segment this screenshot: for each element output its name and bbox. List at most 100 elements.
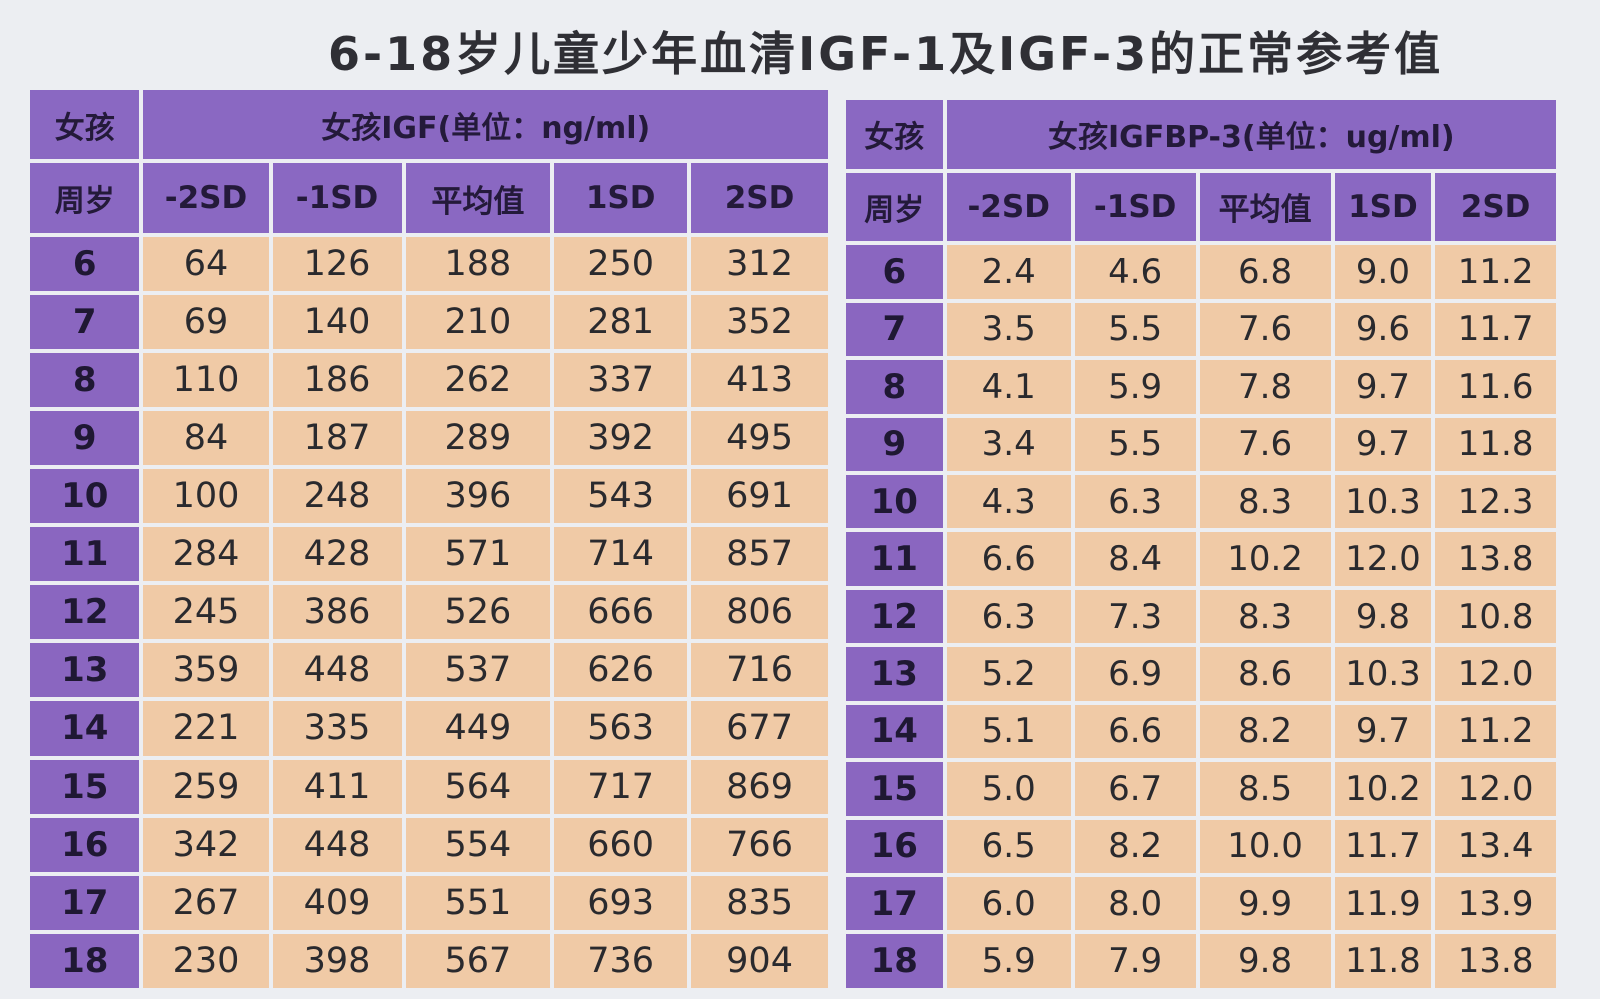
igfbp3-group-header: 女孩IGFBP-3(单位：ug/ml) [946, 100, 1556, 169]
column-header: 1SD [1334, 172, 1432, 242]
value-cell: 526 [405, 585, 551, 640]
value-cell: 210 [405, 294, 551, 349]
value-cell: 9.9 [1199, 877, 1331, 931]
value-cell: 11.8 [1435, 417, 1556, 471]
value-cell: 6.6 [1074, 704, 1196, 759]
age-cell: 18 [30, 933, 140, 988]
value-cell: 8.2 [1199, 704, 1331, 759]
age-cell: 6 [846, 245, 943, 299]
age-cell: 12 [846, 589, 943, 644]
value-cell: 289 [405, 411, 551, 466]
value-cell: 495 [691, 411, 828, 466]
value-cell: 10.3 [1334, 474, 1432, 529]
value-cell: 869 [691, 759, 828, 814]
value-cell: 8.3 [1199, 589, 1331, 644]
value-cell: 8.0 [1074, 877, 1196, 931]
age-cell: 14 [30, 701, 140, 756]
value-cell: 11.9 [1334, 877, 1432, 931]
value-cell: 563 [554, 701, 688, 756]
value-cell: 6.5 [946, 819, 1071, 874]
value-cell: 551 [405, 875, 551, 930]
age-cell: 16 [30, 817, 140, 872]
value-cell: 6.3 [946, 589, 1071, 644]
value-cell: 4.3 [946, 474, 1071, 529]
value-cell: 9.8 [1334, 589, 1432, 644]
table-row: 11 6.6 8.4 10.2 12.0 13.8 [846, 532, 1556, 586]
value-cell: 857 [691, 527, 828, 582]
value-cell: 248 [272, 469, 402, 524]
age-cell: 13 [846, 647, 943, 701]
value-cell: 5.1 [946, 704, 1071, 759]
value-cell: 259 [143, 759, 269, 814]
corner-header-age: 周岁 [30, 163, 140, 233]
value-cell: 5.0 [946, 762, 1071, 816]
corner-header-girl: 女孩 [30, 90, 140, 160]
value-cell: 9.7 [1334, 704, 1432, 759]
value-cell: 5.2 [946, 647, 1071, 701]
value-cell: 835 [691, 875, 828, 930]
value-cell: 8.4 [1074, 532, 1196, 586]
age-cell: 8 [30, 352, 140, 408]
value-cell: 6.3 [1074, 474, 1196, 529]
value-cell: 6.9 [1074, 647, 1196, 701]
table-row: 7 3.5 5.5 7.6 9.6 11.7 [846, 302, 1556, 357]
column-header: 平均值 [1199, 172, 1331, 242]
value-cell: 335 [272, 701, 402, 756]
table-row: 13 5.2 6.9 8.6 10.3 12.0 [846, 647, 1556, 701]
value-cell: 8.5 [1199, 762, 1331, 816]
value-cell: 3.4 [946, 417, 1071, 471]
igfbp3-reference-table: 女孩 女孩IGFBP-3(单位：ug/ml) 周岁 -2SD -1SD 平均值 … [842, 96, 1560, 992]
table-row: 9 84 187 289 392 495 [30, 411, 828, 466]
column-header: -2SD [143, 163, 269, 233]
value-cell: 9.0 [1334, 245, 1432, 299]
table-row: 11 284 428 571 714 857 [30, 527, 828, 582]
value-cell: 337 [554, 352, 688, 408]
value-cell: 666 [554, 585, 688, 640]
table-row: 12 6.3 7.3 8.3 9.8 10.8 [846, 589, 1556, 644]
age-cell: 17 [30, 875, 140, 930]
value-cell: 250 [554, 236, 688, 291]
age-cell: 18 [846, 934, 943, 988]
value-cell: 7.6 [1199, 302, 1331, 357]
value-cell: 806 [691, 585, 828, 640]
value-cell: 7.3 [1074, 589, 1196, 644]
corner-header-age: 周岁 [846, 172, 943, 242]
value-cell: 413 [691, 352, 828, 408]
value-cell: 267 [143, 875, 269, 930]
value-cell: 5.5 [1074, 302, 1196, 357]
value-cell: 3.5 [946, 302, 1071, 357]
value-cell: 11.8 [1334, 934, 1432, 988]
age-cell: 16 [846, 819, 943, 874]
value-cell: 10.3 [1334, 647, 1432, 701]
value-cell: 9.7 [1334, 360, 1432, 414]
value-cell: 13.8 [1435, 532, 1556, 586]
value-cell: 409 [272, 875, 402, 930]
value-cell: 2.4 [946, 245, 1071, 299]
table-row: 6 2.4 4.6 6.8 9.0 11.2 [846, 245, 1556, 299]
table-row: 17 267 409 551 693 835 [30, 875, 828, 930]
age-cell: 8 [846, 360, 943, 414]
table-row: 14 221 335 449 563 677 [30, 701, 828, 756]
value-cell: 567 [405, 933, 551, 988]
value-cell: 398 [272, 933, 402, 988]
value-cell: 7.9 [1074, 934, 1196, 988]
value-cell: 717 [554, 759, 688, 814]
value-cell: 12.0 [1435, 647, 1556, 701]
value-cell: 140 [272, 294, 402, 349]
value-cell: 230 [143, 933, 269, 988]
value-cell: 571 [405, 527, 551, 582]
value-cell: 660 [554, 817, 688, 872]
value-cell: 312 [691, 236, 828, 291]
value-cell: 396 [405, 469, 551, 524]
table-row: 12 245 386 526 666 806 [30, 585, 828, 640]
value-cell: 126 [272, 236, 402, 291]
value-cell: 12.3 [1435, 474, 1556, 529]
value-cell: 11.2 [1435, 704, 1556, 759]
table-row: 18 5.9 7.9 9.8 11.8 13.8 [846, 934, 1556, 988]
table-row: 17 6.0 8.0 9.9 11.9 13.9 [846, 877, 1556, 931]
value-cell: 6.8 [1199, 245, 1331, 299]
column-header: 2SD [691, 163, 828, 233]
age-cell: 7 [846, 302, 943, 357]
table-row: 15 5.0 6.7 8.5 10.2 12.0 [846, 762, 1556, 816]
value-cell: 564 [405, 759, 551, 814]
